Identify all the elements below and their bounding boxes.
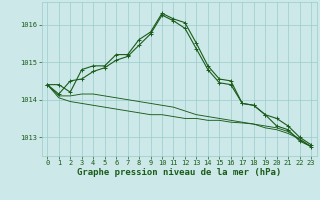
X-axis label: Graphe pression niveau de la mer (hPa): Graphe pression niveau de la mer (hPa) xyxy=(77,168,281,177)
